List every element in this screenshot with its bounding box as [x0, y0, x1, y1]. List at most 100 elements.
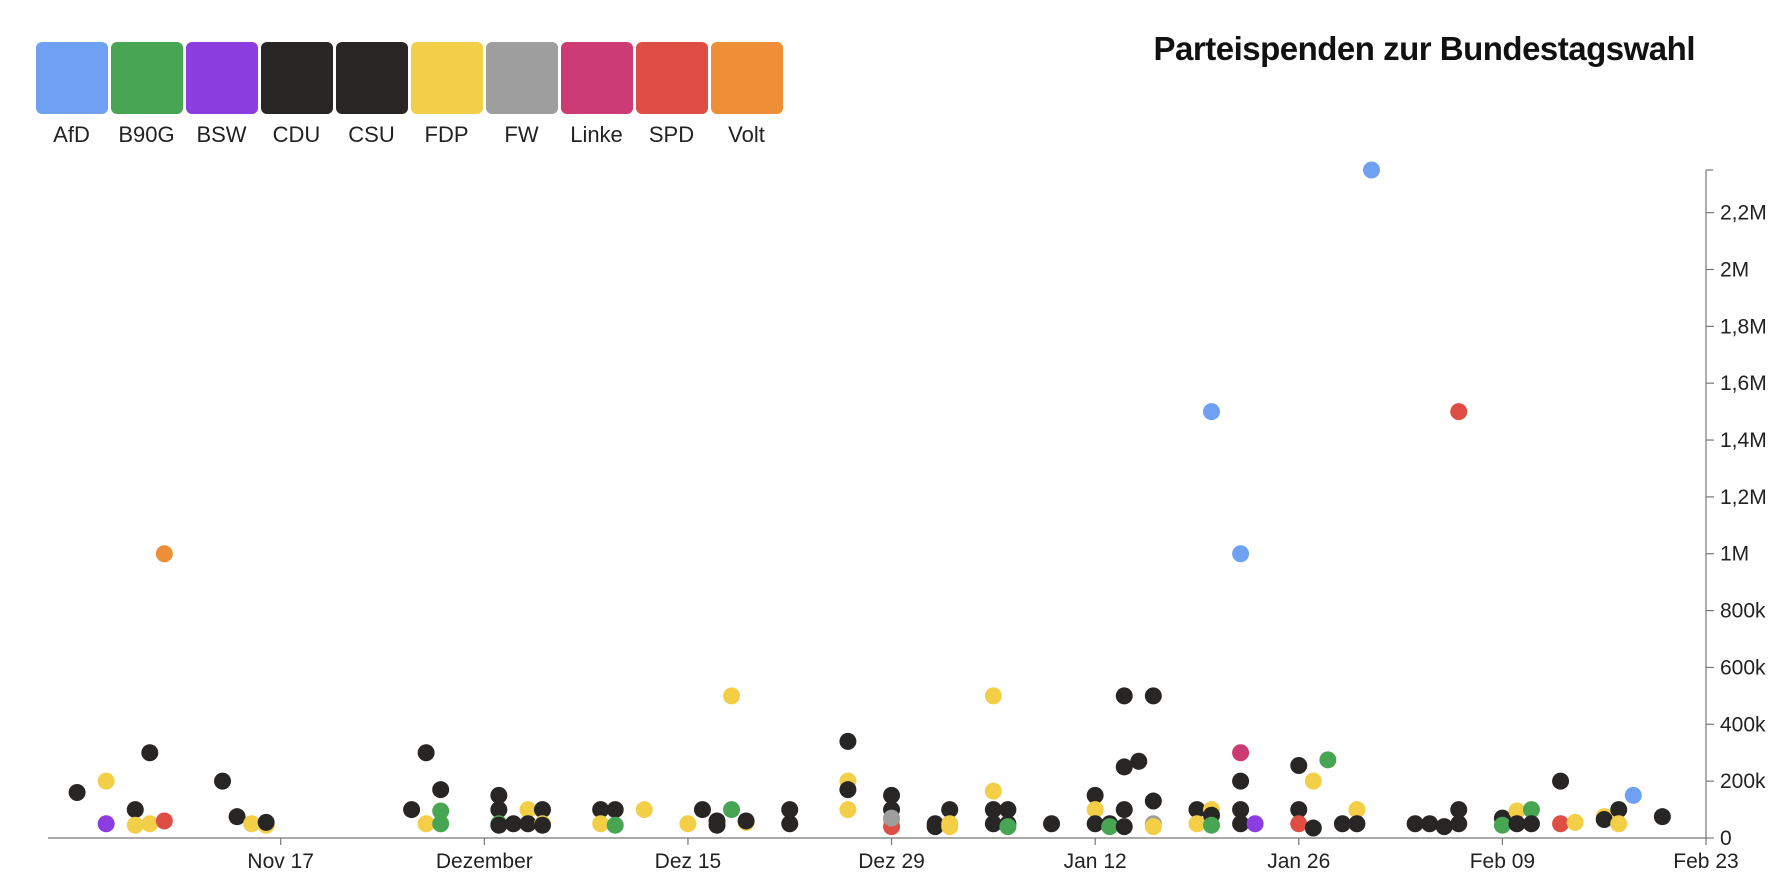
- donation-point-cdu[interactable]: [1304, 819, 1322, 837]
- donation-point-cdu[interactable]: [533, 801, 551, 819]
- donation-point-cdu[interactable]: [1232, 815, 1250, 833]
- donation-point-spd[interactable]: [1450, 403, 1468, 421]
- donation-point-cdu[interactable]: [68, 784, 86, 802]
- donation-point-fdp[interactable]: [1144, 818, 1162, 836]
- donation-point-cdu[interactable]: [1232, 772, 1250, 790]
- donation-point-cdu[interactable]: [1144, 792, 1162, 810]
- donation-point-fdp[interactable]: [1610, 815, 1628, 833]
- donation-point-spd[interactable]: [1290, 815, 1308, 833]
- donation-point-fdp[interactable]: [1188, 815, 1206, 833]
- donation-point-fdp[interactable]: [941, 818, 959, 836]
- donation-point-fdp[interactable]: [723, 687, 741, 705]
- donation-point-b90g[interactable]: [1522, 801, 1540, 819]
- legend-item-linke[interactable]: Linke: [559, 42, 634, 148]
- donation-point-b90g[interactable]: [1101, 818, 1119, 836]
- donation-point-afd[interactable]: [1232, 545, 1250, 563]
- donation-point-cdu[interactable]: [504, 815, 522, 833]
- donation-point-cdu[interactable]: [1115, 758, 1133, 776]
- donation-point-cdu[interactable]: [1130, 752, 1148, 770]
- donation-point-b90g[interactable]: [1203, 816, 1221, 834]
- donation-point-fw[interactable]: [883, 809, 901, 827]
- donation-point-cdu[interactable]: [1610, 801, 1628, 819]
- donation-point-fdp[interactable]: [635, 801, 653, 819]
- donation-point-fdp[interactable]: [126, 816, 144, 834]
- legend-item-afd[interactable]: AfD: [34, 42, 109, 148]
- donation-point-afd[interactable]: [1362, 161, 1380, 179]
- donation-point-cdu[interactable]: [1115, 818, 1133, 836]
- legend-item-spd[interactable]: SPD: [634, 42, 709, 148]
- donation-point-cdu[interactable]: [490, 816, 508, 834]
- donation-point-cdu[interactable]: [490, 786, 508, 804]
- donation-point-cdu[interactable]: [737, 812, 755, 830]
- donation-point-fdp[interactable]: [141, 815, 159, 833]
- donation-point-b90g[interactable]: [606, 816, 624, 834]
- donation-point-cdu[interactable]: [1188, 801, 1206, 819]
- donation-point-linke[interactable]: [1232, 744, 1250, 762]
- donation-point-cdu[interactable]: [926, 818, 944, 836]
- donation-point-volt[interactable]: [155, 545, 173, 563]
- donation-point-bsw[interactable]: [1246, 815, 1264, 833]
- donation-point-fdp[interactable]: [1304, 772, 1322, 790]
- donation-point-cdu[interactable]: [519, 815, 537, 833]
- donation-point-b90g[interactable]: [999, 818, 1017, 836]
- donation-point-fdp[interactable]: [984, 687, 1002, 705]
- donation-point-cdu[interactable]: [1348, 815, 1366, 833]
- donation-point-cdu[interactable]: [781, 815, 799, 833]
- donation-point-cdu[interactable]: [1086, 786, 1104, 804]
- legend-item-b90g[interactable]: B90G: [109, 42, 184, 148]
- donation-point-cdu[interactable]: [999, 801, 1017, 819]
- donation-point-cdu[interactable]: [1450, 801, 1468, 819]
- donation-point-cdu[interactable]: [1290, 801, 1308, 819]
- donation-point-cdu[interactable]: [1290, 757, 1308, 775]
- donation-point-spd[interactable]: [155, 812, 173, 830]
- legend-item-fdp[interactable]: FDP: [409, 42, 484, 148]
- donation-point-fdp[interactable]: [1508, 802, 1526, 820]
- donation-point-cdu[interactable]: [214, 772, 232, 790]
- donation-point-cdu[interactable]: [592, 801, 610, 819]
- donation-point-cdu[interactable]: [257, 813, 275, 831]
- donation-point-cdu[interactable]: [839, 781, 857, 799]
- donation-point-cdu[interactable]: [1508, 815, 1526, 833]
- donation-point-fdp[interactable]: [592, 815, 610, 833]
- legend-item-csu[interactable]: CSU: [334, 42, 409, 148]
- donation-point-cdu[interactable]: [490, 801, 508, 819]
- donation-point-cdu[interactable]: [941, 801, 959, 819]
- donation-point-b90g[interactable]: [723, 801, 741, 819]
- legend-item-cdu[interactable]: CDU: [259, 42, 334, 148]
- donation-point-spd[interactable]: [1552, 815, 1570, 833]
- donation-point-cdu[interactable]: [883, 786, 901, 804]
- donation-point-fdp[interactable]: [1348, 801, 1366, 819]
- donation-point-cdu[interactable]: [1653, 808, 1671, 826]
- donation-point-bsw[interactable]: [97, 815, 115, 833]
- donation-point-cdu[interactable]: [984, 801, 1002, 819]
- donation-point-fdp[interactable]: [679, 815, 697, 833]
- donation-point-cdu[interactable]: [1333, 815, 1351, 833]
- donation-point-b90g[interactable]: [1493, 816, 1511, 834]
- donation-point-afd[interactable]: [1203, 403, 1221, 421]
- donation-point-cdu[interactable]: [1421, 815, 1439, 833]
- donation-point-fdp[interactable]: [97, 772, 115, 790]
- donation-point-afd[interactable]: [1624, 786, 1642, 804]
- donation-point-cdu[interactable]: [1144, 687, 1162, 705]
- donation-point-b90g[interactable]: [1319, 751, 1337, 769]
- donation-point-cdu[interactable]: [1232, 801, 1250, 819]
- donation-point-cdu[interactable]: [606, 801, 624, 819]
- donation-point-cdu[interactable]: [693, 801, 711, 819]
- donation-point-cdu[interactable]: [984, 815, 1002, 833]
- donation-point-b90g[interactable]: [432, 815, 450, 833]
- donation-point-cdu[interactable]: [228, 808, 246, 826]
- donation-point-cdu[interactable]: [417, 744, 435, 762]
- donation-point-cdu[interactable]: [1115, 801, 1133, 819]
- donation-point-fdp[interactable]: [417, 815, 435, 833]
- donation-point-cdu[interactable]: [1406, 815, 1424, 833]
- donation-point-cdu[interactable]: [839, 732, 857, 750]
- donation-point-cdu[interactable]: [1595, 811, 1613, 829]
- donation-point-cdu[interactable]: [126, 801, 144, 819]
- donation-point-cdu[interactable]: [1552, 772, 1570, 790]
- donation-point-cdu[interactable]: [708, 816, 726, 834]
- donation-point-cdu[interactable]: [1115, 687, 1133, 705]
- donation-point-cdu[interactable]: [432, 781, 450, 799]
- donation-point-cdu[interactable]: [1086, 815, 1104, 833]
- donation-point-fdp[interactable]: [984, 782, 1002, 800]
- donation-point-cdu[interactable]: [1522, 815, 1540, 833]
